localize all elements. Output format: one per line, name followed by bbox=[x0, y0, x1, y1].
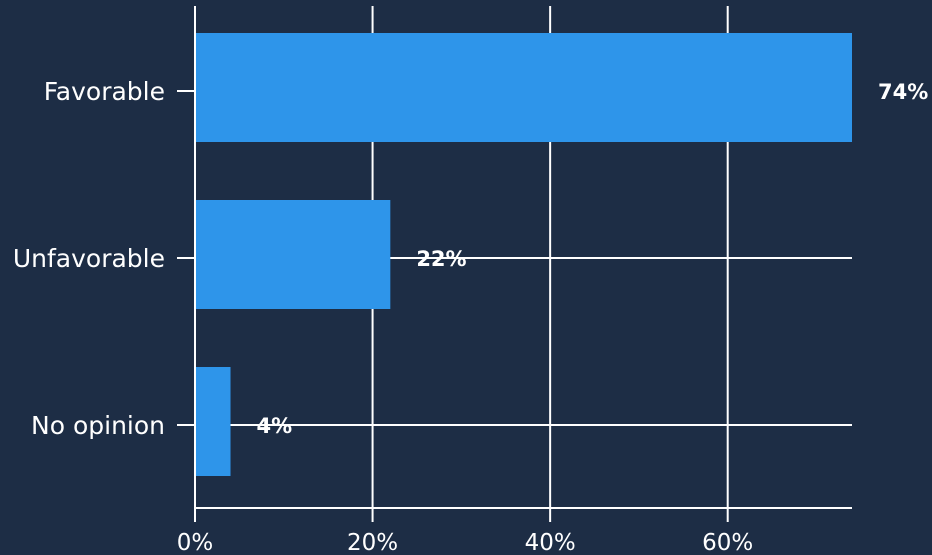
bar bbox=[195, 367, 231, 476]
axes bbox=[177, 6, 852, 522]
category-label: Favorable bbox=[44, 77, 165, 106]
bar bbox=[195, 200, 391, 309]
labels: 0% 20% 40% 60% Favorable Unfavorable No opinio… bbox=[13, 77, 928, 555]
x-tick-label: 40% bbox=[525, 530, 576, 555]
value-label: 22% bbox=[416, 247, 466, 271]
x-tick-label: 0% bbox=[177, 530, 214, 555]
bars bbox=[195, 33, 852, 476]
category-label: No opinion bbox=[31, 411, 165, 440]
x-tick-label: 20% bbox=[347, 530, 398, 555]
bar bbox=[195, 33, 852, 142]
category-label: Unfavorable bbox=[13, 244, 165, 273]
value-label: 4% bbox=[257, 414, 293, 438]
x-tick-label: 60% bbox=[702, 530, 753, 555]
value-label: 74% bbox=[878, 80, 928, 104]
